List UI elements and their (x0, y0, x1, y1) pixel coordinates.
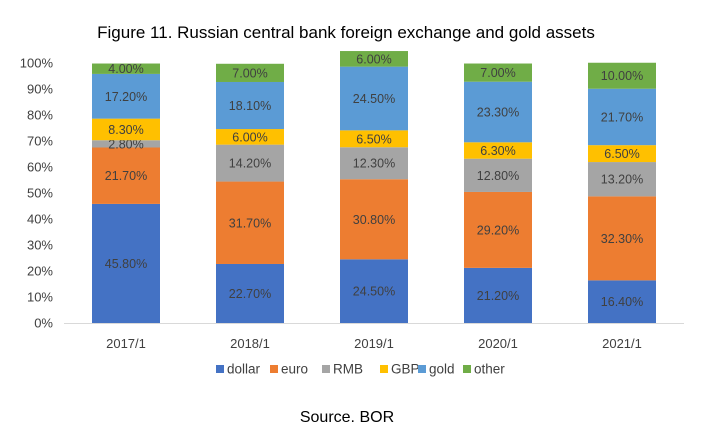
legend-swatch-gbp (380, 365, 388, 373)
y-tick-label: 0% (34, 316, 53, 331)
y-tick-label: 30% (27, 238, 53, 253)
bar-segment-dollar (92, 203, 160, 323)
data-label: 16.40% (601, 295, 643, 309)
data-label: 21.70% (601, 110, 643, 124)
data-label: 12.80% (477, 169, 519, 183)
bar-segment-gold (92, 73, 160, 119)
data-label: 6.30% (480, 144, 515, 158)
data-label: 10.00% (601, 69, 643, 83)
bar-segment-euro (340, 179, 408, 260)
source-note: Source. BOR (300, 409, 394, 426)
data-label: 24.50% (353, 285, 395, 299)
x-tick-label: 2017/1 (106, 336, 146, 351)
bar-segment-gold (464, 81, 532, 143)
legend-label-gbp: GBP (391, 362, 420, 377)
y-tick-label: 80% (27, 108, 53, 123)
data-label: 8.30% (108, 123, 143, 137)
bar-segment-other (92, 63, 160, 74)
bar-segment-rmb (216, 144, 284, 182)
data-label: 7.00% (232, 66, 267, 80)
bar-segment-dollar (216, 263, 284, 323)
bar-segment-dollar (464, 267, 532, 323)
data-label: 45.80% (105, 257, 147, 271)
x-axis: 2017/1 2018/1 2019/1 2020/1 2021/1 (64, 323, 684, 351)
y-tick-label: 90% (27, 82, 53, 97)
bar-segment-gbp (340, 130, 408, 148)
bar-segment-rmb (92, 140, 160, 148)
data-label: 6.00% (232, 130, 267, 144)
data-label: 24.50% (353, 92, 395, 106)
bar-segment-other (340, 51, 408, 67)
x-tick-label: 2018/1 (230, 336, 270, 351)
x-tick-label: 2021/1 (602, 336, 642, 351)
legend-label-dollar: dollar (227, 362, 261, 377)
y-tick-label: 100% (20, 56, 54, 71)
y-axis: 0% 10% 20% 30% 40% 50% 60% 70% 80% 90% 100% (20, 56, 54, 331)
data-label: 6.00% (356, 52, 391, 66)
data-label: 6.50% (356, 132, 391, 146)
bar-segment-other (464, 63, 532, 82)
bar-segment-euro (588, 196, 656, 281)
bar-segment-gbp (92, 118, 160, 141)
data-label: 18.10% (229, 99, 271, 113)
bar-segment-dollar (340, 259, 408, 323)
bars: 45.80% 21.70% 2.80%8.30% 17.20% 4.00% 22.70% 3… (92, 51, 656, 323)
data-label: 13.20% (601, 173, 643, 187)
x-tick-label: 2020/1 (478, 336, 518, 351)
x-tick-label: 2019/1 (354, 336, 394, 351)
data-label: 12.30% (353, 157, 395, 171)
data-label: 21.20% (477, 289, 519, 303)
data-label: 4.00% (108, 62, 143, 76)
bar-segment-euro (464, 191, 532, 268)
chart-title: Figure 11. Russian central bank foreign … (97, 23, 595, 42)
y-tick-label: 10% (27, 290, 53, 305)
legend-swatch-rmb (322, 365, 330, 373)
bar-segment-other (216, 63, 284, 82)
data-label: 22.70% (229, 287, 271, 301)
data-label: 29.20% (477, 223, 519, 237)
data-label: 30.80% (353, 213, 395, 227)
bar-segment-gold (340, 66, 408, 131)
data-label: 2.80% (108, 137, 143, 151)
bar-segment-gold (216, 81, 284, 130)
legend-swatch-euro (270, 365, 278, 373)
y-tick-label: 70% (27, 134, 53, 149)
bar-segment-euro (216, 181, 284, 264)
data-label: 14.20% (229, 157, 271, 171)
bar-segment-gbp (464, 142, 532, 159)
bar-segment-gold (588, 88, 656, 146)
bar-segment-other (588, 62, 656, 89)
legend-swatch-dollar (216, 365, 224, 373)
y-tick-label: 60% (27, 160, 53, 175)
legend-label-rmb: RMB (333, 362, 363, 377)
bar-segment-dollar (588, 280, 656, 323)
bar-segment-rmb (340, 147, 408, 180)
bar-segment-euro (92, 147, 160, 204)
data-label: 21.70% (105, 169, 147, 183)
data-label: 6.50% (604, 147, 639, 161)
y-tick-label: 40% (27, 212, 53, 227)
bar-segment-gbp (216, 129, 284, 145)
data-label: 23.30% (477, 106, 519, 120)
bar-segment-rmb (588, 162, 656, 197)
legend: dollar euro RMB GBP gold other (216, 362, 505, 377)
bar-segment-rmb (464, 158, 532, 192)
legend-label-euro: euro (281, 362, 308, 377)
data-label: 7.00% (480, 66, 515, 80)
y-tick-label: 20% (27, 264, 53, 279)
y-tick-label: 50% (27, 186, 53, 201)
data-label: 32.30% (601, 232, 643, 246)
legend-swatch-gold (418, 365, 426, 373)
data-label: 31.70% (229, 216, 271, 230)
data-label: 17.20% (105, 90, 147, 104)
legend-label-other: other (474, 362, 505, 377)
legend-label-gold: gold (429, 362, 455, 377)
bar-segment-gbp (588, 145, 656, 163)
legend-swatch-other (463, 365, 471, 373)
